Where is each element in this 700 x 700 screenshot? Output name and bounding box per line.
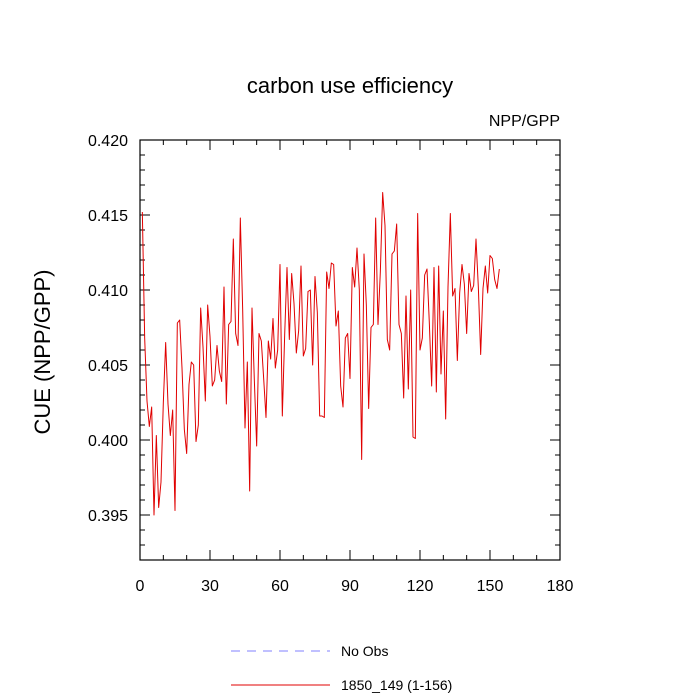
x-tick-label: 90 (341, 578, 359, 595)
y-tick-label: 0.400 (88, 433, 128, 450)
y-tick-label: 0.410 (88, 283, 128, 300)
x-tick-label: 30 (201, 578, 219, 595)
y-tick-label: 0.405 (88, 358, 128, 375)
x-tick-label: 60 (271, 578, 289, 595)
legend: No Obs 1850_149 (1-156) (231, 643, 452, 693)
legend-label-series: 1850_149 (1-156) (341, 677, 452, 693)
y-tick-label: 0.395 (88, 508, 128, 525)
y-tick-label: 0.420 (88, 133, 128, 150)
x-tick-label: 180 (547, 578, 574, 595)
legend-label-no-obs: No Obs (341, 643, 388, 659)
x-tick-label: 0 (136, 578, 145, 595)
y-axis-label: CUE (NPP/GPP) (30, 269, 55, 434)
y-tick-label: 0.415 (88, 208, 128, 225)
axis-ticks: 0 30 60 90 120 150 180 0.395 0.400 0.405 0.410 0.41… (88, 133, 573, 595)
x-tick-label: 120 (407, 578, 434, 595)
series-line-0 (141, 192, 500, 516)
chart-subtitle: NPP/GPP (489, 113, 560, 130)
x-tick-label: 150 (477, 578, 504, 595)
chart-title: carbon use efficiency (247, 73, 453, 98)
plot-frame (139, 139, 561, 561)
series-layer (141, 192, 500, 516)
